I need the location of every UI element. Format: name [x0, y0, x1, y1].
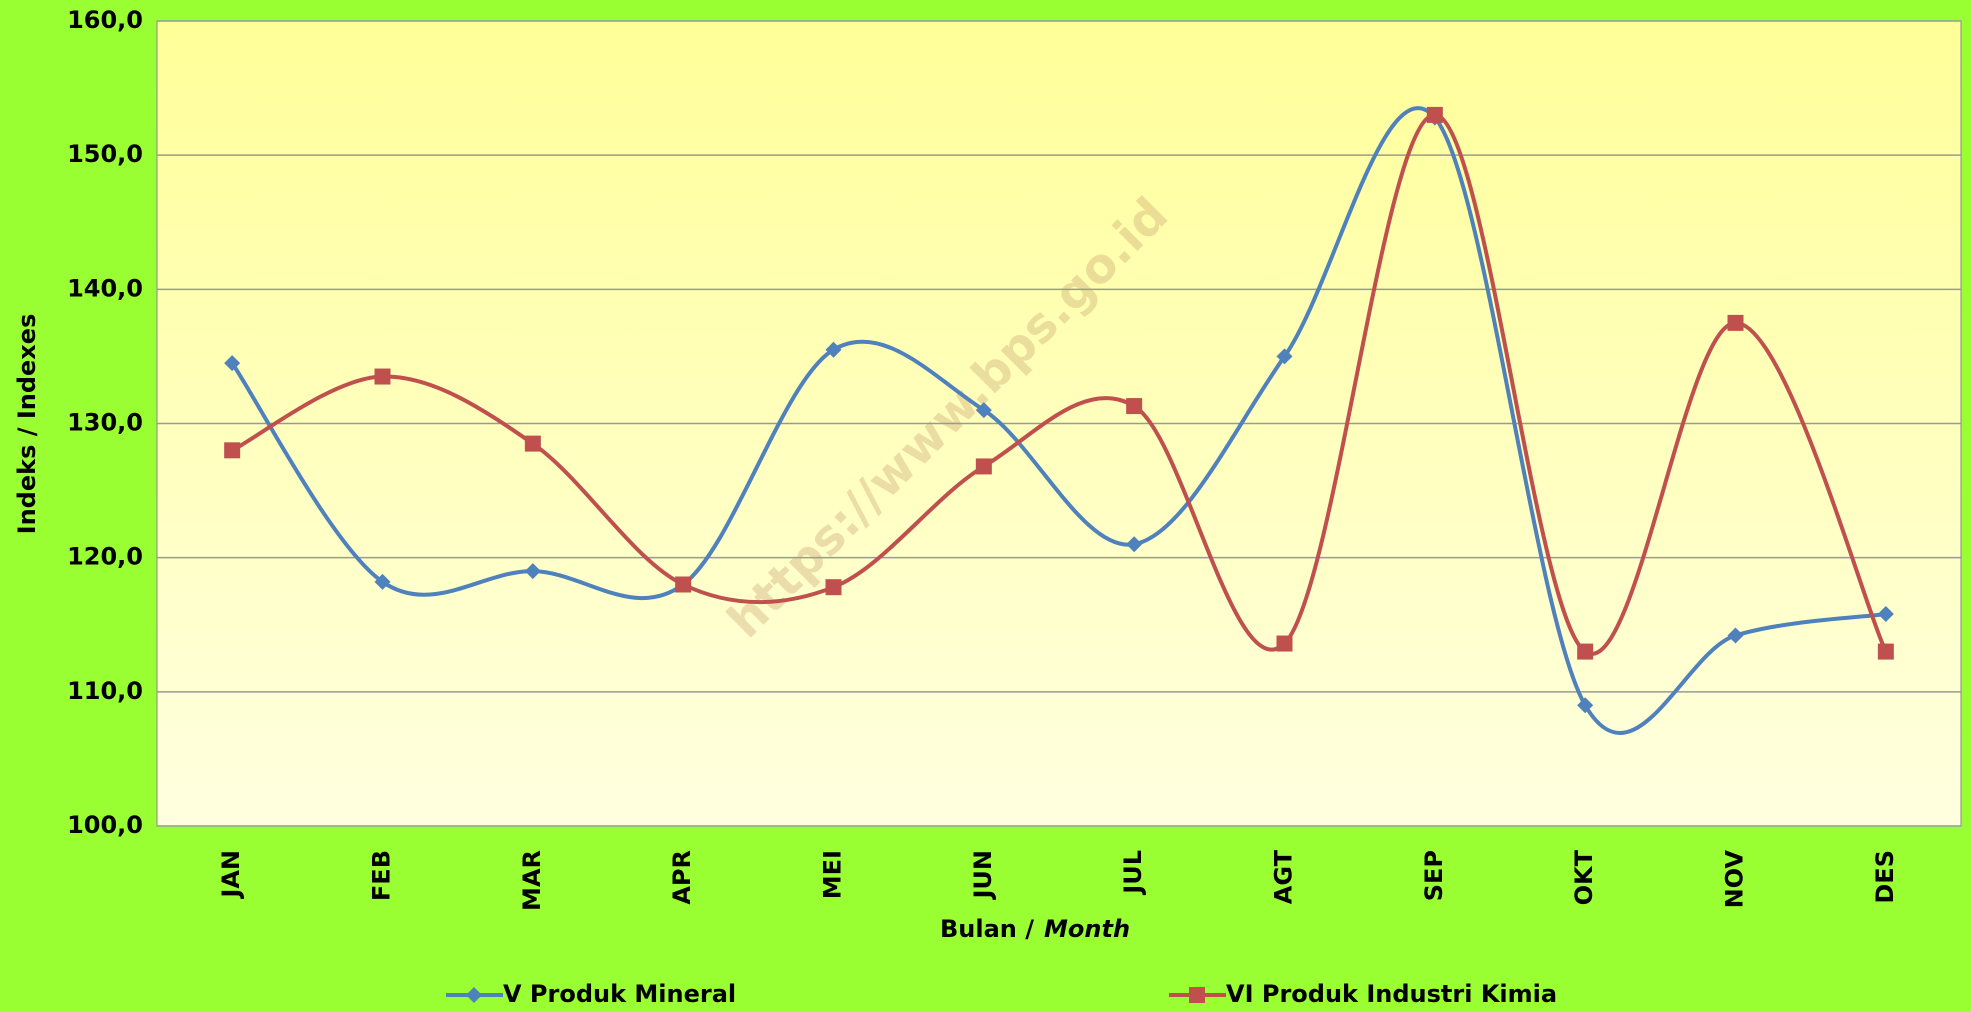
marker [1877, 606, 1894, 623]
y-tick-label: 150,0 [67, 140, 143, 168]
x-tick-label: SEP [1420, 850, 1448, 901]
legend-label: VI Produk Industri Kimia [1226, 980, 1557, 1008]
marker [825, 579, 842, 596]
marker [1577, 643, 1594, 660]
marker [1727, 627, 1744, 644]
x-tick-label: JAN [217, 850, 245, 900]
marker [524, 435, 541, 452]
marker [675, 576, 692, 593]
x-tick-label: JUN [969, 850, 997, 901]
legend-label: V Produk Mineral [503, 980, 736, 1008]
marker [374, 368, 391, 385]
marker [1426, 106, 1443, 123]
marker [524, 563, 541, 580]
x-tick-label: OKT [1570, 849, 1598, 905]
x-tick-label: DES [1871, 850, 1899, 904]
marker [224, 355, 241, 372]
marker [825, 341, 842, 358]
x-tick-label: FEB [368, 850, 396, 901]
y-tick-label: 140,0 [67, 274, 143, 302]
y-tick-label: 120,0 [67, 543, 143, 571]
x-tick-label: AGT [1270, 849, 1298, 904]
marker [1276, 635, 1293, 652]
x-tick-label: MEI [819, 850, 847, 899]
x-axis-title-italic: Month [1044, 915, 1130, 943]
line [231, 112, 1888, 656]
x-tick-label: NOV [1721, 850, 1749, 909]
y-tick-label: 130,0 [67, 409, 143, 437]
y-tick-label: 110,0 [67, 677, 143, 705]
y-tick-label: 100,0 [67, 811, 143, 839]
marker [975, 402, 992, 419]
x-tick-label: APR [668, 850, 696, 905]
marker [1877, 643, 1894, 660]
marker [975, 458, 992, 475]
marker [1577, 697, 1594, 714]
x-tick-label: MAR [518, 850, 546, 911]
marker [466, 987, 482, 1003]
x-tick-label: JUL [1119, 850, 1147, 896]
marker [1126, 398, 1143, 415]
y-tick-label: 160,0 [67, 6, 143, 34]
marker [1727, 314, 1744, 331]
marker [1189, 987, 1205, 1003]
x-axis-title-part: Bulan / [940, 915, 1034, 943]
x-axis-title: Bulan / Month [940, 915, 1130, 943]
marker [1276, 348, 1293, 365]
marker [1126, 536, 1143, 553]
marker [224, 442, 241, 459]
marker [374, 573, 391, 590]
y-axis-title: Indeks / Indexes [13, 314, 41, 535]
